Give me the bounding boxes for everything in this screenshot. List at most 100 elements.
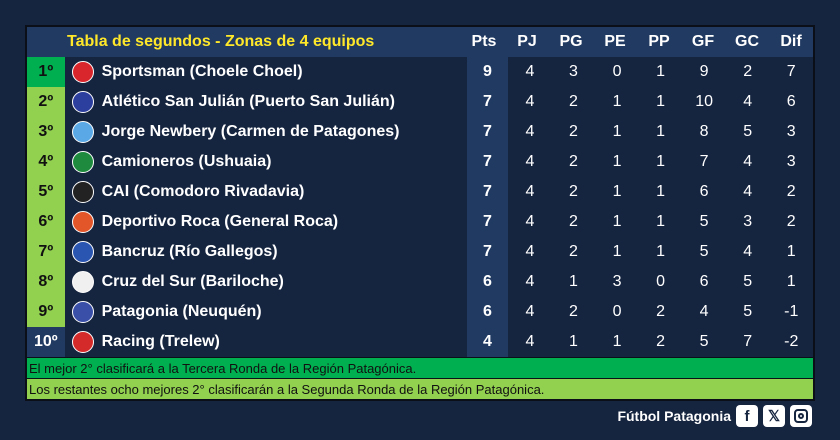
column-header-pe[interactable]: PE <box>604 33 626 50</box>
stat-pp: 2 <box>656 333 666 350</box>
stat-gf: 8 <box>699 123 709 140</box>
stat-pg: 2 <box>569 183 578 200</box>
stat-pg: 3 <box>569 63 578 80</box>
rank: 7º <box>27 237 65 267</box>
table-row[interactable]: 3º Jorge Newbery (Carmen de Patagones) 7 4… <box>27 117 813 147</box>
team-logo-icon <box>71 211 94 233</box>
stat-pg: 1 <box>569 273 578 290</box>
stat-dif: 1 <box>786 243 796 260</box>
column-header-dif[interactable]: Dif <box>780 33 802 50</box>
title-cell: Tabla de segundos - Zonas de 4 equipos <box>61 27 463 57</box>
team-logo-icon <box>71 301 94 323</box>
rank: 3º <box>27 117 65 147</box>
stat-pe: 1 <box>612 213 622 230</box>
stat-pts: 6 <box>466 267 509 297</box>
stat-gf: 9 <box>699 63 709 80</box>
rank: 4º <box>27 147 65 177</box>
column-header-pj[interactable]: PJ <box>517 33 537 50</box>
stat-dif: 1 <box>786 273 796 290</box>
stat-pe: 1 <box>612 153 622 170</box>
team-logo-icon <box>71 271 94 293</box>
stat-pp: 1 <box>656 63 666 80</box>
column-header-pg[interactable]: PG <box>559 33 583 50</box>
stat-pp: 2 <box>656 303 666 320</box>
column-header-pts[interactable]: Pts <box>463 27 505 57</box>
stat-pg: 2 <box>569 93 578 110</box>
stat-pj: 4 <box>525 243 535 260</box>
table-row[interactable]: 4º Camioneros (Ushuaia) 7 4 2 1 1 7 4 3 <box>27 147 813 177</box>
stat-pe: 1 <box>612 123 622 140</box>
rank: 2º <box>27 87 65 117</box>
team-name[interactable]: Bancruz (Río Gallegos) <box>101 243 278 260</box>
rank: 9º <box>27 297 65 327</box>
stat-pg: 2 <box>569 153 578 170</box>
team-name[interactable]: CAI (Comodoro Rivadavia) <box>101 183 305 200</box>
rank: 8º <box>27 267 65 297</box>
stat-pp: 1 <box>656 123 666 140</box>
stat-gf: 4 <box>699 303 709 320</box>
stat-pts: 4 <box>466 327 509 357</box>
stat-pts: 7 <box>466 177 509 207</box>
team-cell: Bancruz (Río Gallegos) <box>65 237 467 267</box>
table-row[interactable]: 6º Deportivo Roca (General Roca) 7 4 2 1 1 5 3 2 <box>27 207 813 237</box>
stat-gc: 7 <box>743 333 753 350</box>
team-cell: Jorge Newbery (Carmen de Patagones) <box>65 117 467 147</box>
stat-pg: 2 <box>569 243 578 260</box>
table-row[interactable]: 1º Sportsman (Choele Choel) 9 4 3 0 1 9 2 7 <box>27 57 813 87</box>
team-name[interactable]: Cruz del Sur (Bariloche) <box>101 273 284 290</box>
team-name[interactable]: Racing (Trelew) <box>101 333 220 350</box>
stat-pp: 1 <box>656 213 666 230</box>
stat-pg: 1 <box>569 333 578 350</box>
team-logo-icon <box>71 331 94 353</box>
table-row[interactable]: 9º Patagonia (Neuquén) 6 4 2 0 2 4 5 -1 <box>27 297 813 327</box>
rank-header <box>27 27 61 57</box>
team-name[interactable]: Jorge Newbery (Carmen de Patagones) <box>101 123 400 140</box>
stat-pp: 0 <box>656 273 666 290</box>
brand-label: Fútbol Patagonia <box>617 408 731 424</box>
team-cell: Racing (Trelew) <box>65 327 467 357</box>
column-header-gf[interactable]: GF <box>691 33 715 50</box>
team-logo-icon <box>71 151 94 173</box>
stat-pj: 4 <box>525 93 535 110</box>
instagram-icon[interactable] <box>790 405 812 427</box>
stat-gf: 6 <box>699 183 709 200</box>
stat-gc: 5 <box>743 303 753 320</box>
stat-dif: 6 <box>786 93 796 110</box>
table-row[interactable]: 8º Cruz del Sur (Bariloche) 6 4 1 3 0 6 5 1 <box>27 267 813 297</box>
table-row[interactable]: 7º Bancruz (Río Gallegos) 7 4 2 1 1 5 4 1 <box>27 237 813 267</box>
facebook-icon[interactable]: f <box>736 405 758 427</box>
stat-pg: 2 <box>569 123 578 140</box>
standings-table: Tabla de segundos - Zonas de 4 equipos P… <box>25 25 815 401</box>
stat-gf: 7 <box>699 153 709 170</box>
team-name[interactable]: Deportivo Roca (General Roca) <box>101 213 339 230</box>
stat-pts: 7 <box>466 147 509 177</box>
team-cell: Patagonia (Neuquén) <box>65 297 467 327</box>
table-row[interactable]: 2º Atlético San Julián (Puerto San Juliá… <box>27 87 813 117</box>
table-row[interactable]: 10º Racing (Trelew) 4 4 1 1 2 5 7 -2 <box>27 327 813 357</box>
stat-pp: 1 <box>656 93 666 110</box>
team-cell: Atlético San Julián (Puerto San Julián) <box>65 87 467 117</box>
column-header-gc[interactable]: GC <box>735 33 759 50</box>
stat-pj: 4 <box>525 213 535 230</box>
stat-pts: 6 <box>466 297 509 327</box>
stat-pg: 2 <box>569 213 578 230</box>
team-name[interactable]: Atlético San Julián (Puerto San Julián) <box>101 93 395 110</box>
stat-pe: 0 <box>612 303 622 320</box>
team-cell: Sportsman (Choele Choel) <box>65 57 467 87</box>
team-name[interactable]: Patagonia (Neuquén) <box>101 303 262 320</box>
team-cell: Camioneros (Ushuaia) <box>65 147 467 177</box>
team-name[interactable]: Sportsman (Choele Choel) <box>101 63 303 80</box>
team-cell: Cruz del Sur (Bariloche) <box>65 267 467 297</box>
stat-pe: 3 <box>612 273 622 290</box>
team-name[interactable]: Camioneros (Ushuaia) <box>101 153 272 170</box>
stat-pj: 4 <box>525 273 535 290</box>
rank: 5º <box>27 177 65 207</box>
column-header-pp[interactable]: PP <box>648 33 670 50</box>
table-row[interactable]: 5º CAI (Comodoro Rivadavia) 7 4 2 1 1 6 4 2 <box>27 177 813 207</box>
stat-dif: 2 <box>786 213 796 230</box>
x-icon[interactable]: 𝕏 <box>763 405 785 427</box>
stat-gc: 2 <box>743 63 753 80</box>
stat-pts: 7 <box>466 207 509 237</box>
team-logo-icon <box>71 61 94 83</box>
stat-pts: 7 <box>466 117 509 147</box>
